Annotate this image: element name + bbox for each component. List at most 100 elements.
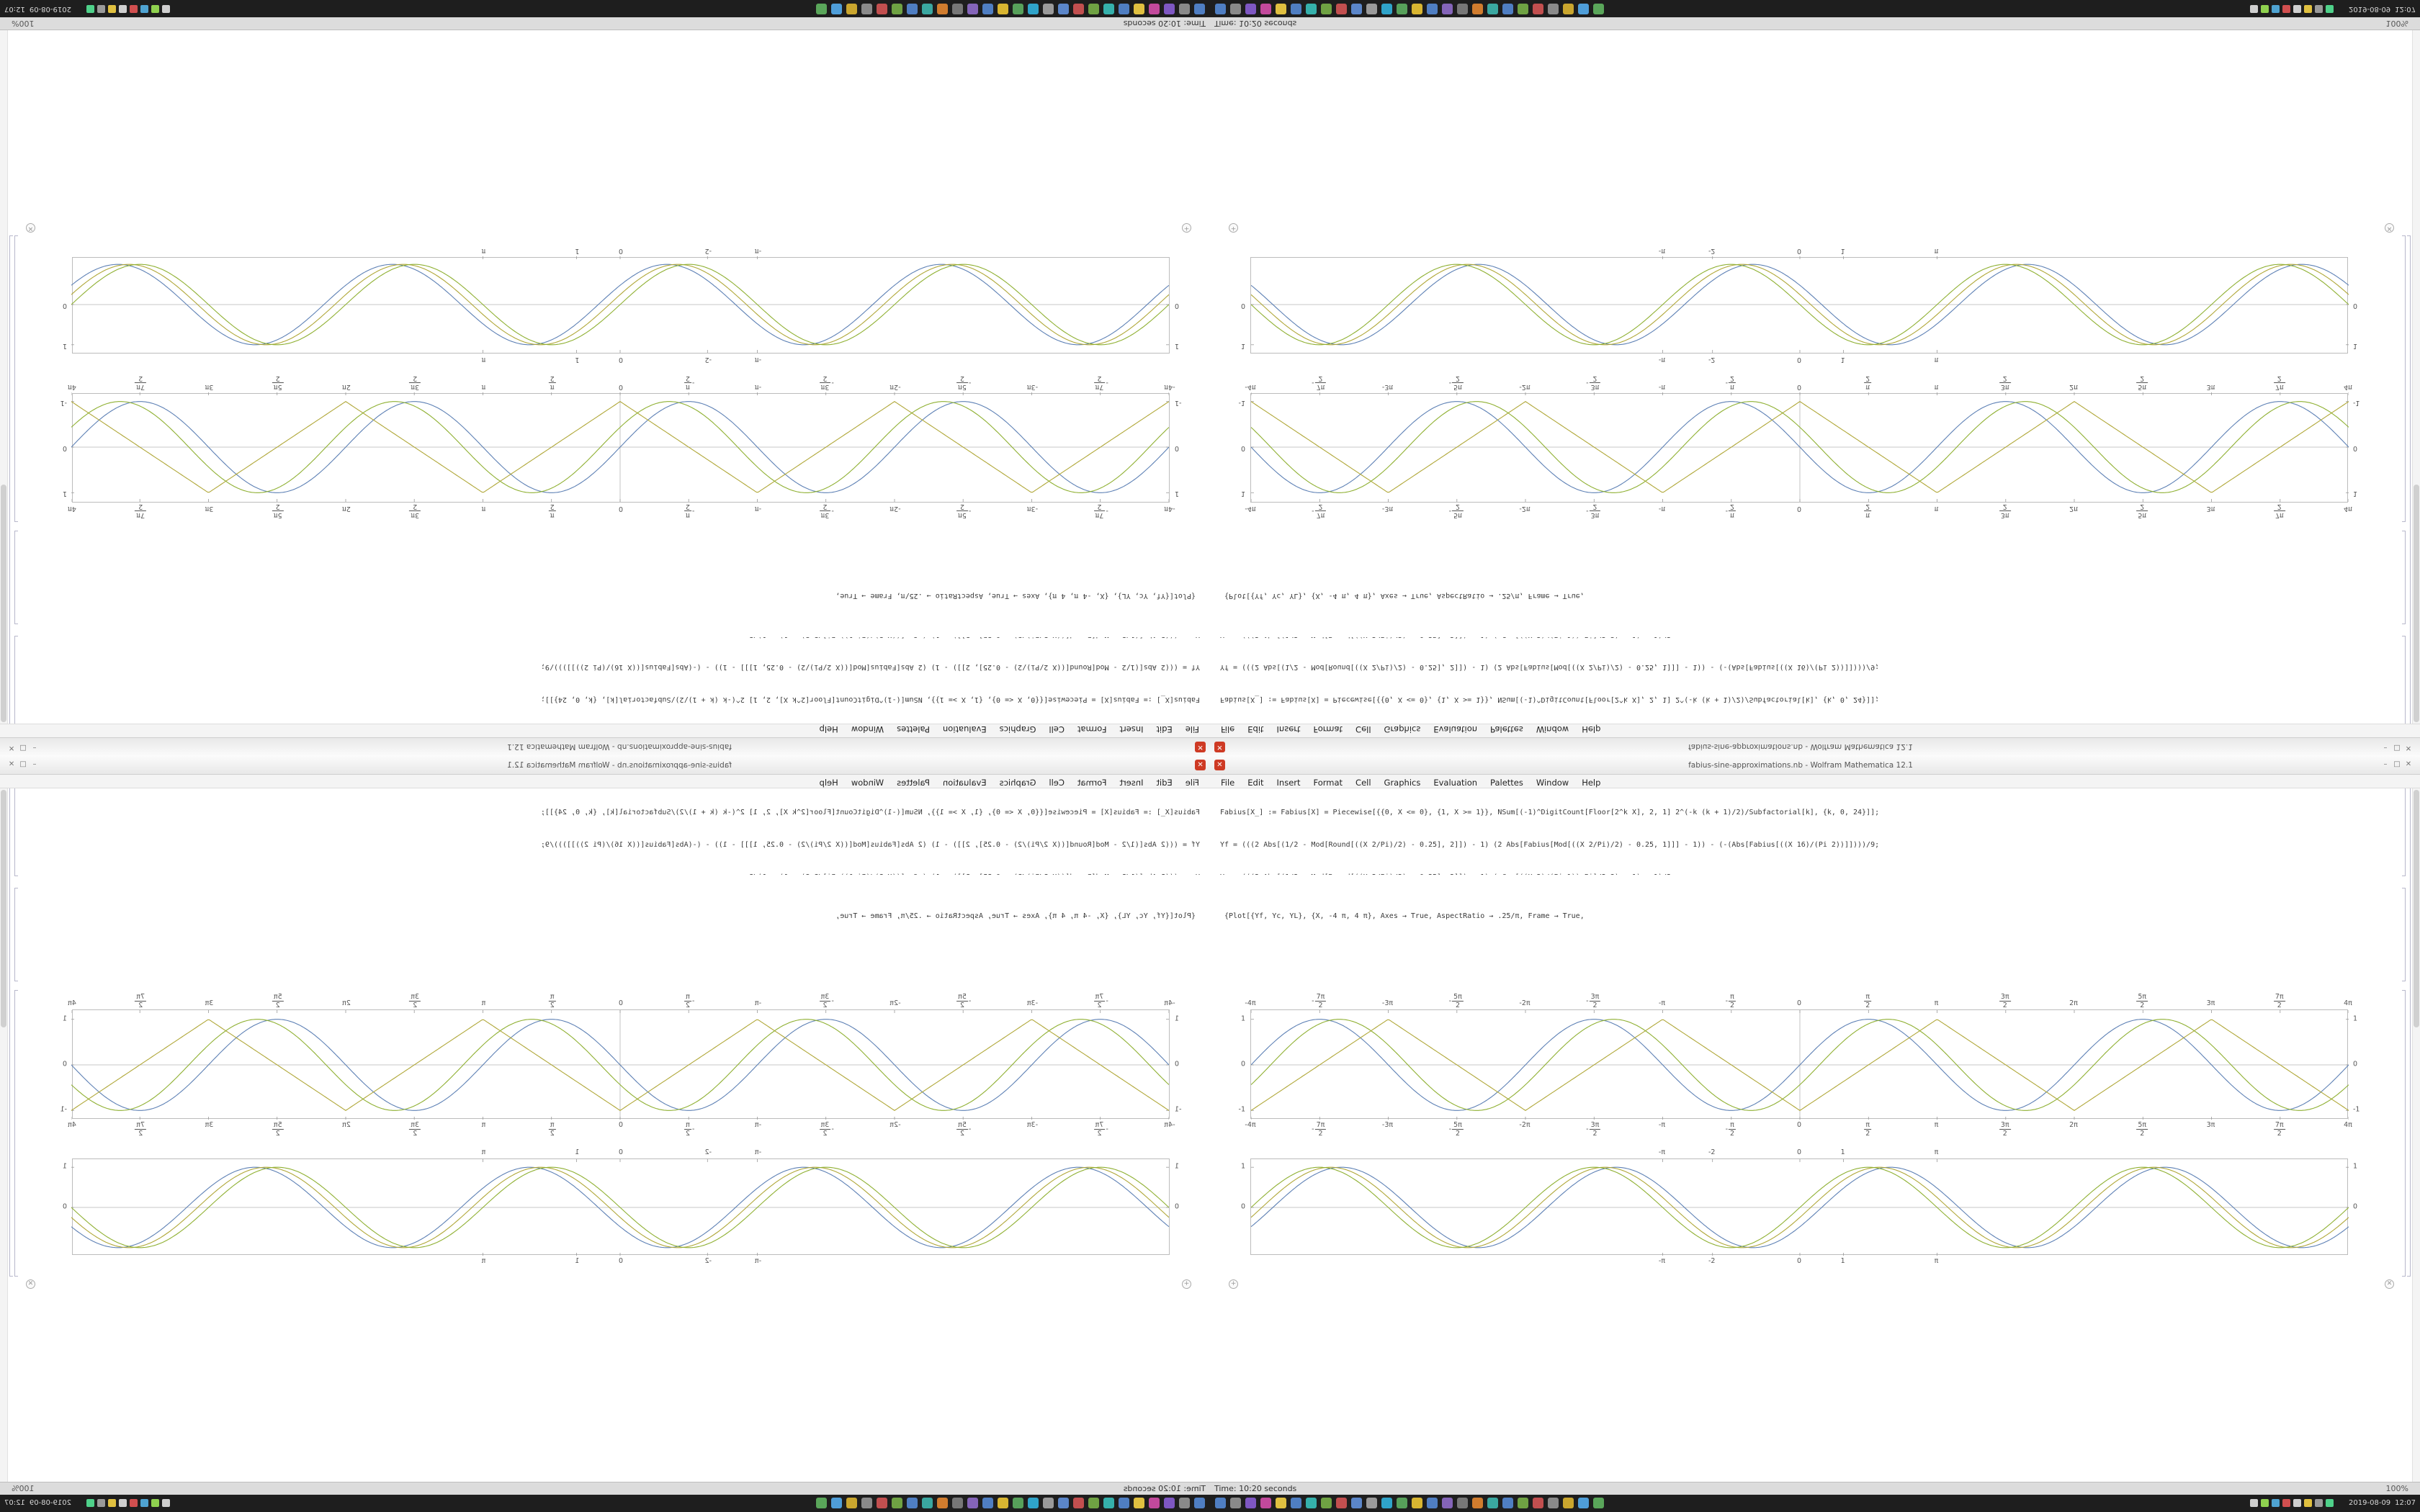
menu-edit[interactable]: Edit [1247,724,1264,734]
menu-cell[interactable]: Cell [1355,778,1371,788]
menu-graphics[interactable]: Graphics [999,724,1036,734]
app-icon[interactable] [1058,4,1069,14]
start-menu-icon[interactable] [1215,1498,1226,1508]
close-button-right[interactable]: ✕ [2405,744,2412,752]
cell-bracket[interactable] [2402,636,2406,724]
app-icon[interactable] [831,1498,842,1508]
minimize-button[interactable]: – [2383,744,2388,752]
close-button[interactable]: ✕ [1195,760,1206,770]
app-icon[interactable] [1028,1498,1039,1508]
input-cell-2[interactable]: {Plot[{Yf, Yc, YL}, {X, -4 π, 4 π}, Axes… [1220,889,2396,935]
app-icon[interactable] [1593,4,1604,14]
tray-icon[interactable] [2304,1499,2312,1507]
tray-icon[interactable] [2282,1499,2290,1507]
tray-icon[interactable] [119,5,127,13]
menu-graphics[interactable]: Graphics [999,778,1036,788]
app-icon[interactable] [1119,4,1129,14]
app-icon[interactable] [1028,4,1039,14]
cell-bracket[interactable] [14,636,18,724]
app-icon[interactable] [982,4,993,14]
app-icon[interactable] [1291,4,1301,14]
tray-icon[interactable] [86,5,94,13]
app-icon[interactable] [1043,4,1054,14]
tray-icon[interactable] [162,5,170,13]
app-icon[interactable] [877,1498,887,1508]
app-icon[interactable] [892,1498,902,1508]
tray-icon[interactable] [140,5,148,13]
zoom-level[interactable]: 100% [12,1484,35,1493]
zoom-level[interactable]: 100% [2385,1484,2408,1493]
app-icon[interactable] [1134,1498,1144,1508]
taskbar-clock[interactable]: 2019-08-09 12:07 [4,1499,76,1507]
app-icon[interactable] [1149,4,1160,14]
input-cell-1[interactable]: Fabius[X_] := Fabius[X] = Piecewise[{{0,… [24,637,1200,724]
app-icon[interactable] [1381,1498,1392,1508]
app-icon[interactable] [861,1498,872,1508]
app-icon[interactable] [1260,1498,1271,1508]
suggestion-close-icon[interactable]: ✕ [26,223,35,233]
vertical-scrollbar[interactable] [2412,788,2420,1482]
app-icon[interactable] [846,4,857,14]
window-titlebar[interactable]: ✕ fabius-sine-approximations.nb - Wolfra… [1210,756,2420,775]
menu-window[interactable]: Window [851,778,884,788]
menu-evaluation[interactable]: Evaluation [942,778,987,788]
scrollbar-thumb[interactable] [1,790,6,1027]
app-icon[interactable] [1119,1498,1129,1508]
maximize-button[interactable]: □ [19,744,27,752]
minimize-button[interactable]: – [32,760,37,768]
tray-icon[interactable] [2282,5,2290,13]
app-icon[interactable] [1058,1498,1069,1508]
app-icon[interactable] [1351,1498,1362,1508]
close-button-right[interactable]: ✕ [8,744,15,752]
app-icon[interactable] [1179,1498,1190,1508]
app-icon[interactable] [1291,1498,1301,1508]
tray-icon[interactable] [2261,1499,2269,1507]
tray-icon[interactable] [2250,5,2258,13]
tray-icon[interactable] [151,5,159,13]
input-cell-2[interactable]: {Plot[{Yf, Yc, YL}, {X, -4 π, 4 π}, Axes… [1220,577,2396,623]
tray-icon[interactable] [2293,5,2301,13]
cell-bracket[interactable] [14,888,18,981]
app-icon[interactable] [816,1498,827,1508]
maximize-button[interactable]: □ [2393,760,2401,768]
app-icon[interactable] [846,1498,857,1508]
close-button[interactable]: ✕ [1214,742,1225,752]
menu-help[interactable]: Help [819,778,838,788]
input-cell-closing-line[interactable]: }, ImageSize → Full] [1220,968,2396,980]
tray-icon[interactable] [2261,5,2269,13]
zoom-level[interactable]: 100% [2385,19,2408,28]
tray-icon[interactable] [2315,1499,2323,1507]
app-icon[interactable] [1533,4,1543,14]
app-icon[interactable] [952,1498,963,1508]
tray-icon[interactable] [130,1499,138,1507]
app-icon[interactable] [877,4,887,14]
app-icon[interactable] [1472,4,1483,14]
vertical-scrollbar[interactable] [0,788,8,1482]
cell-bracket[interactable] [2402,531,2406,624]
input-cell-closing-line[interactable]: }, ImageSize → Full] [1220,532,2396,544]
taskbar-clock[interactable]: 2019-08-09 12:07 [2344,1499,2416,1507]
app-icon[interactable] [1548,4,1559,14]
insert-cell-plus-icon[interactable]: + [1229,1279,1238,1289]
tray-icon[interactable] [162,1499,170,1507]
close-button-right[interactable]: ✕ [2405,760,2412,768]
menu-window[interactable]: Window [851,724,884,734]
menu-format[interactable]: Format [1077,724,1107,734]
app-icon[interactable] [1518,4,1528,14]
app-icon[interactable] [816,4,827,14]
menu-help[interactable]: Help [819,724,838,734]
menu-insert[interactable]: Insert [1276,778,1301,788]
app-icon[interactable] [998,1498,1008,1508]
tray-icon[interactable] [86,1499,94,1507]
app-icon[interactable] [1457,1498,1468,1508]
app-icon[interactable] [1563,4,1574,14]
menu-window[interactable]: Window [1536,724,1569,734]
app-icon[interactable] [952,4,963,14]
input-cell-1[interactable]: Fabius[X_] := Fabius[X] = Piecewise[{{0,… [24,788,1200,875]
app-icon[interactable] [1412,4,1422,14]
cell-bracket[interactable] [14,990,18,1277]
cell-bracket[interactable] [14,235,18,522]
app-icon[interactable] [982,1498,993,1508]
cell-group-bracket[interactable] [2407,788,2411,1277]
app-icon[interactable] [1073,4,1084,14]
